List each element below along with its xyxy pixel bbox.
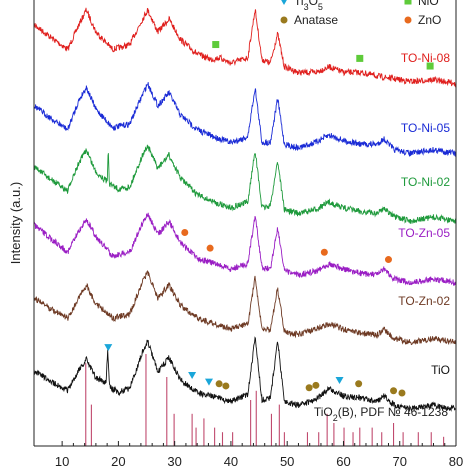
nio-marker — [212, 41, 220, 49]
nio-marker — [356, 54, 364, 62]
legend-marker-anatase — [280, 16, 288, 24]
legend-marker-ti3o5 — [281, 0, 287, 5]
legend-marker-nio — [404, 0, 412, 5]
series-line-to-zn-02 — [33, 270, 457, 346]
x-tick-label: 20 — [111, 454, 125, 469]
anatase-marker — [398, 389, 406, 397]
phase-markers — [104, 41, 434, 397]
series-lines — [33, 7, 457, 412]
series-line-tio — [33, 336, 456, 412]
nio-marker — [426, 62, 434, 70]
legend-marker-zno — [404, 16, 412, 24]
series-label: TO-Ni-08 — [401, 51, 450, 65]
zno-marker — [384, 256, 392, 264]
anatase-marker — [312, 381, 320, 389]
series-label: TO-Ni-05 — [401, 121, 450, 135]
ti3o5-marker — [188, 371, 197, 379]
anatase-marker — [305, 384, 313, 392]
x-tick-label: 80 — [449, 454, 463, 469]
anatase-marker — [390, 387, 398, 395]
zno-marker — [181, 228, 189, 236]
zno-marker — [320, 248, 328, 256]
series-label: TO-Zn-05 — [398, 226, 450, 240]
ti3o5-marker — [104, 344, 113, 352]
x-tick-label: 10 — [55, 454, 69, 469]
series-labels: TO-Ni-08 TO-Ni-05 TO-Ni-02 TO-Zn-05 TO-Zn-02… — [398, 51, 450, 377]
x-tick-label: 40 — [224, 454, 238, 469]
anatase-marker — [222, 382, 230, 390]
legend-label: Anatase — [294, 13, 338, 27]
series-line-to-ni-02 — [33, 144, 457, 224]
series-line-to-ni-08 — [33, 7, 457, 88]
series-label: TO-Ni-02 — [401, 175, 450, 189]
x-tick-label: 30 — [167, 454, 181, 469]
zno-marker — [206, 244, 214, 252]
legend-label: ZnO — [418, 13, 441, 27]
series-line-to-ni-05 — [33, 82, 457, 157]
ti3o5-marker — [204, 378, 213, 386]
ti3o5-marker — [335, 377, 344, 385]
x-tick-label: 50 — [280, 454, 294, 469]
reference-pattern — [85, 354, 445, 446]
axis-frame: 10 20 30 40 50 60 70 80 — [33, 0, 463, 469]
series-line-to-zn-05 — [33, 212, 457, 286]
series-label: TO-Zn-02 — [398, 294, 450, 308]
reference-label: TiO2(B), PDF № 46-1238 — [314, 405, 448, 423]
anatase-marker — [355, 380, 363, 388]
legend-label: Ti3O5 — [294, 0, 323, 12]
legend: Ti3O5 NiO Anatase ZnO — [280, 0, 441, 27]
x-tick-label: 60 — [336, 454, 350, 469]
legend-label: NiO — [418, 0, 439, 8]
x-tick-label: 70 — [392, 454, 406, 469]
anatase-marker — [215, 380, 223, 388]
series-label: TiO — [431, 363, 450, 377]
y-axis-label: Intensity (a.u.) — [8, 182, 23, 264]
